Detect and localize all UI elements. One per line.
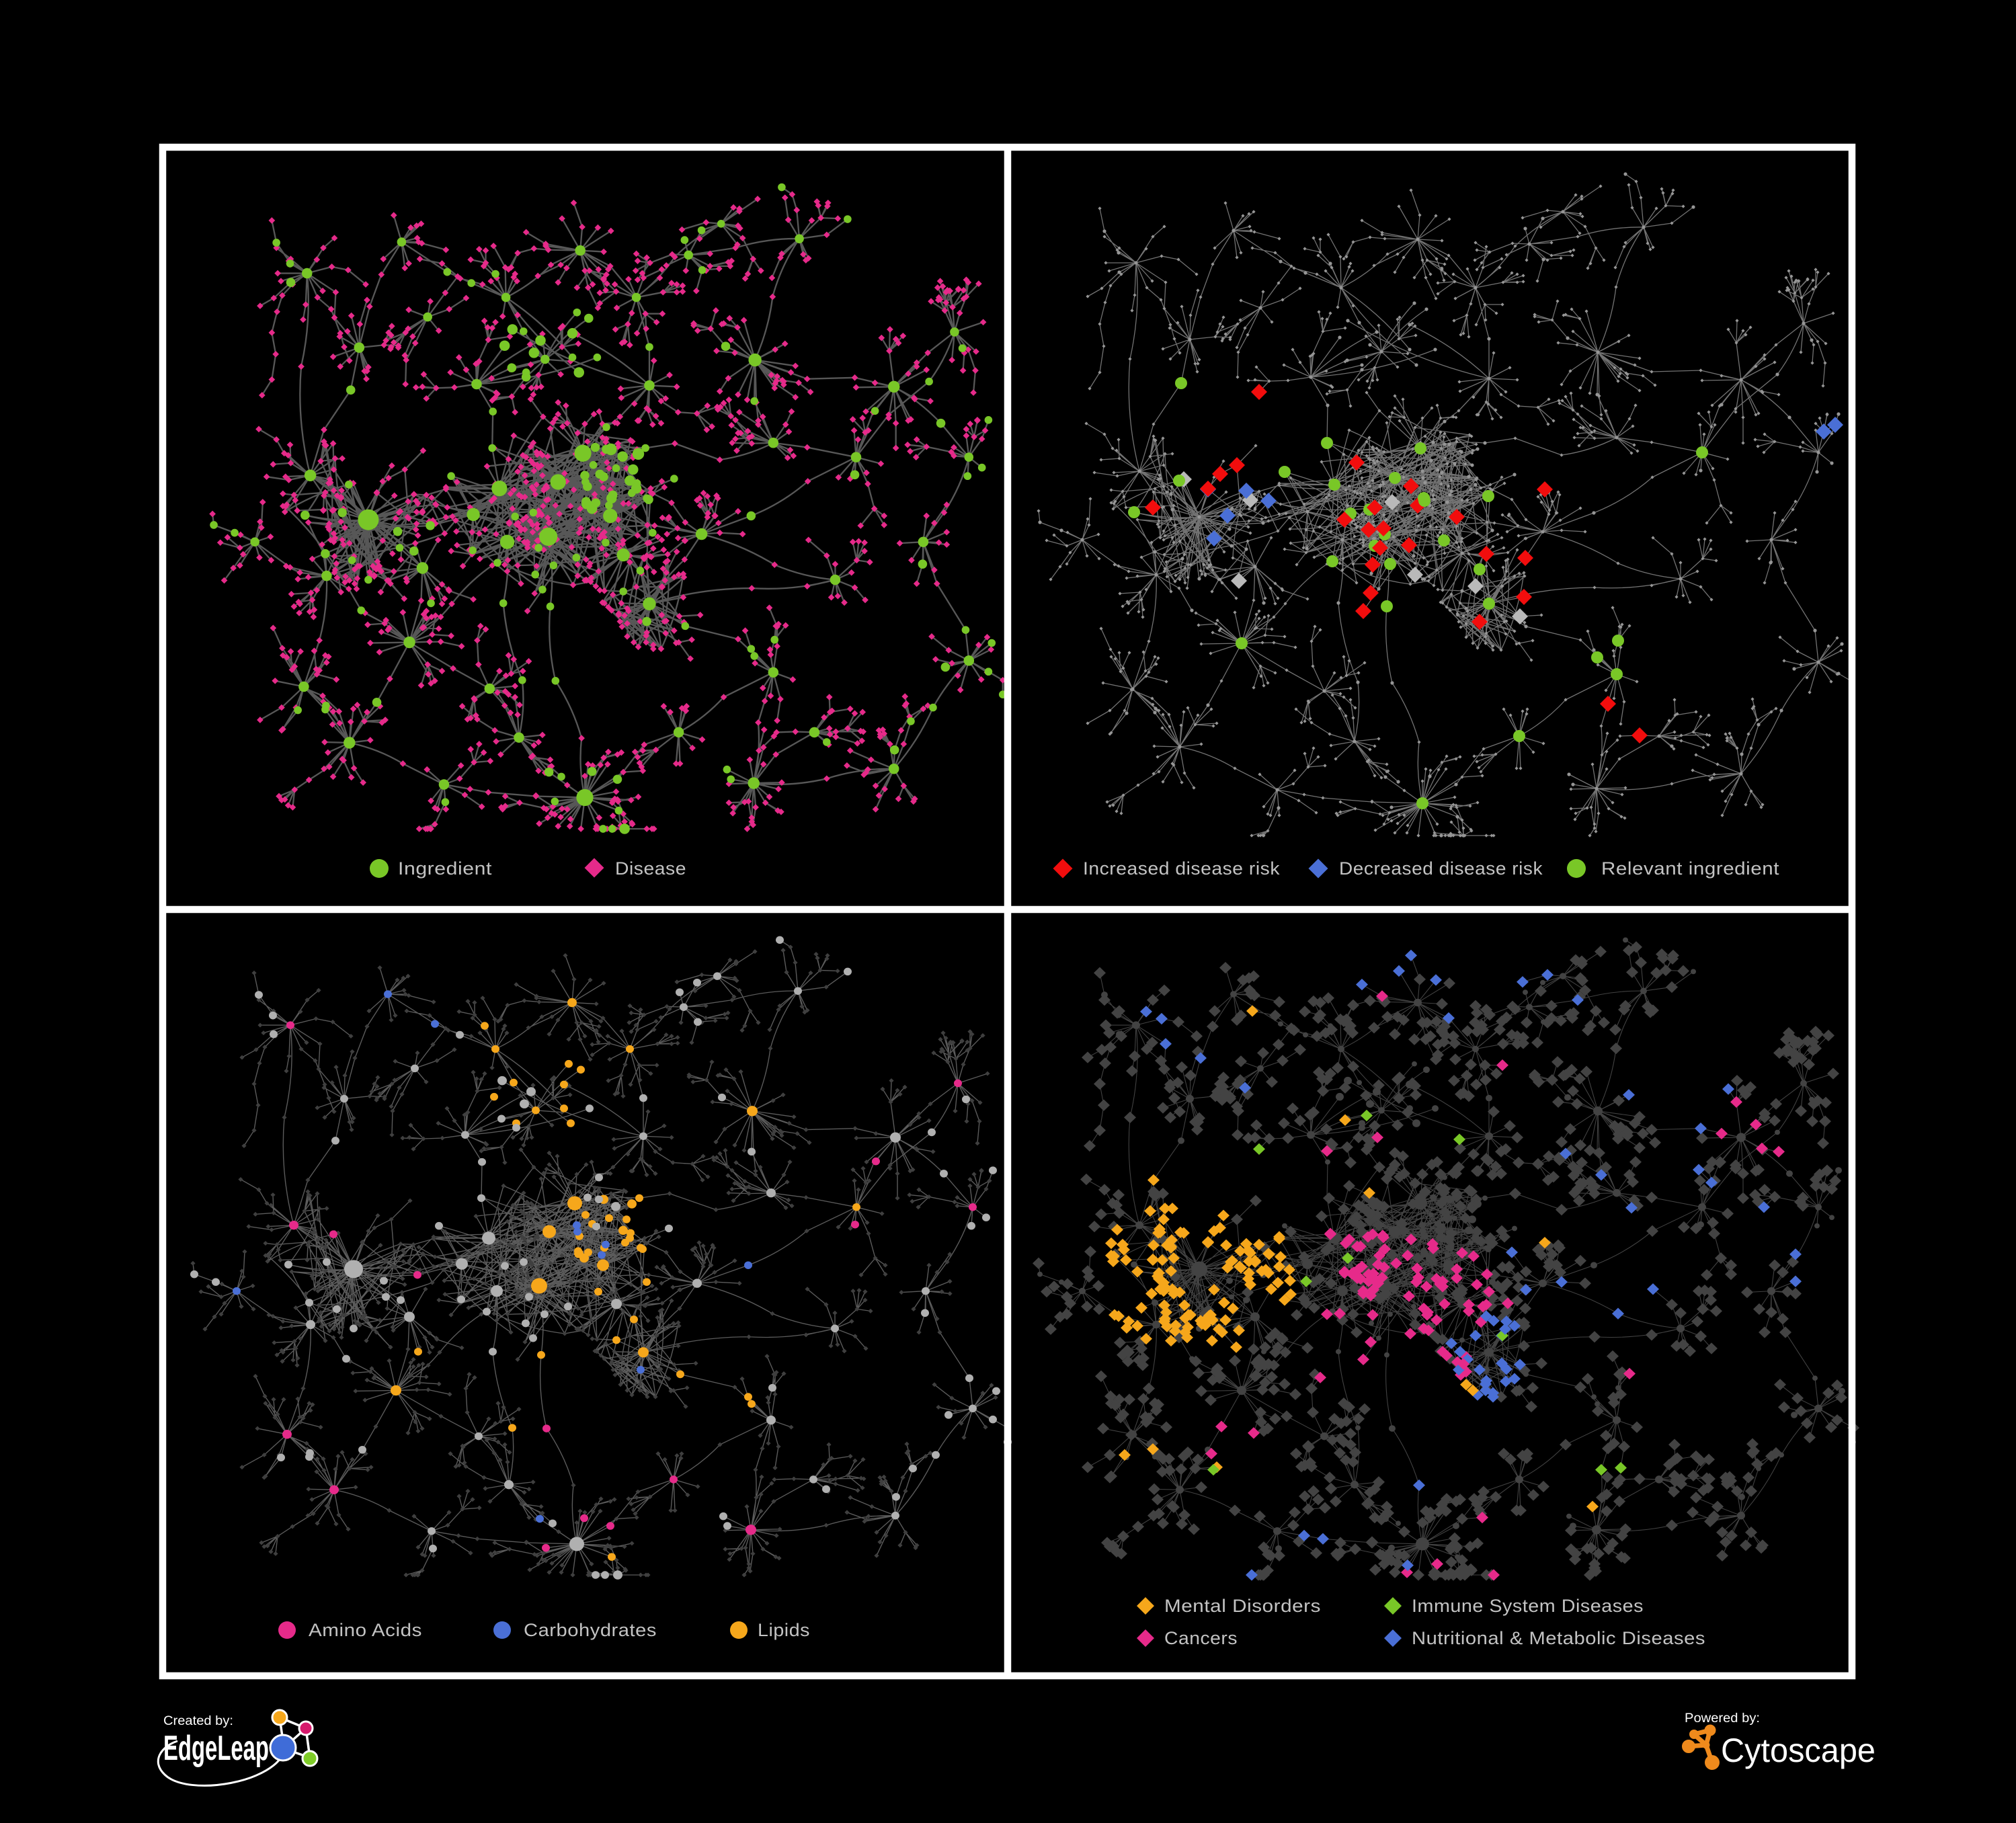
svg-text:Amino Acids: Amino Acids bbox=[309, 1620, 422, 1640]
svg-text:Cytoscape: Cytoscape bbox=[1721, 1732, 1876, 1769]
svg-text:Nutritional & Metabolic Diseas: Nutritional & Metabolic Diseases bbox=[1412, 1628, 1705, 1648]
svg-text:Mental Disorders: Mental Disorders bbox=[1164, 1596, 1321, 1616]
svg-text:Immune System Diseases: Immune System Diseases bbox=[1412, 1596, 1644, 1616]
svg-text:Carbohydrates: Carbohydrates bbox=[524, 1620, 657, 1640]
svg-text:Increased disease risk: Increased disease risk bbox=[1083, 858, 1280, 879]
svg-text:Disease: Disease bbox=[615, 858, 686, 879]
svg-text:Relevant ingredient: Relevant ingredient bbox=[1601, 858, 1779, 879]
svg-text:Ingredient: Ingredient bbox=[398, 858, 492, 879]
svg-text:Cancers: Cancers bbox=[1164, 1628, 1238, 1648]
svg-text:Decreased disease risk: Decreased disease risk bbox=[1339, 858, 1543, 879]
svg-text:Powered by:: Powered by: bbox=[1685, 1711, 1760, 1726]
svg-text:EdgeLeap: EdgeLeap bbox=[163, 1729, 269, 1768]
svg-text:Created by:: Created by: bbox=[163, 1714, 233, 1728]
svg-text:Lipids: Lipids bbox=[758, 1620, 810, 1640]
